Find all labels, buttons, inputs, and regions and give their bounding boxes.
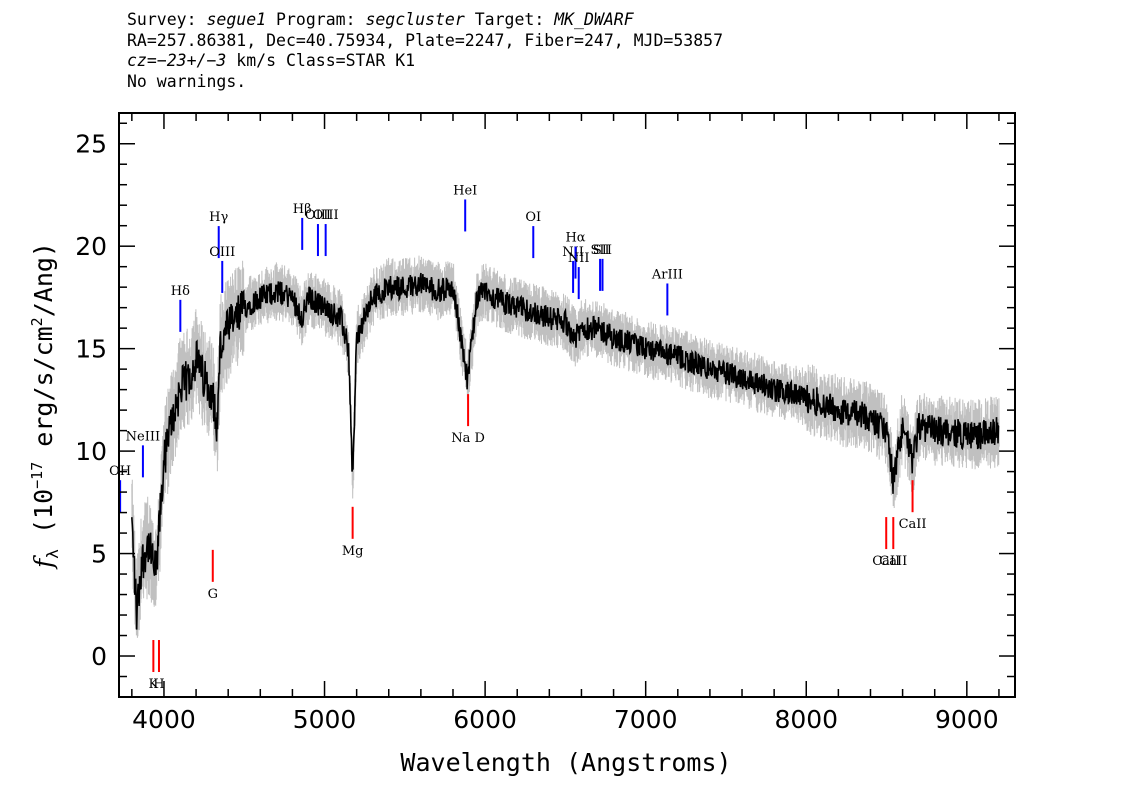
survey-label: Survey: (127, 10, 207, 29)
y-tick-label: 25 (75, 130, 107, 159)
y-axis-title: fλ (10−17 erg/s/cm2/Ang) (28, 242, 62, 570)
x-tick-label: 4000 (132, 705, 196, 734)
absorption-line-label: CaII (879, 554, 907, 569)
emission-line-label: HeI (453, 183, 477, 198)
x-tick-label: 8000 (774, 705, 838, 734)
absorption-line-label: G (208, 587, 218, 602)
absorption-line-label: CaII (899, 517, 927, 532)
axis-layer: 4000 5000 6000 7000 8000 9000 0 5 10 15 20 25 (75, 112, 1016, 734)
emission-line-label: OIII (305, 208, 331, 223)
y-tick-label: 0 (91, 642, 107, 671)
cz-rest: km/s Class=STAR K1 (226, 51, 416, 70)
emission-line-label: OIII (209, 245, 235, 260)
emission-line-label: NeIII (126, 429, 160, 444)
flux-spectrum-line (131, 272, 1000, 630)
emission-line-label: SII (593, 243, 612, 258)
emission-line-label: OIII (313, 208, 339, 223)
emission-line-label: Hγ (209, 210, 228, 225)
x-axis-title: Wavelength (Angstroms) (400, 748, 731, 777)
y-tick-label: 10 (75, 437, 107, 466)
y-tick-label: 15 (75, 335, 107, 364)
survey-value: segue1 (206, 10, 267, 29)
x-tick-label: 6000 (453, 705, 517, 734)
emission-line-label: NII (568, 251, 590, 266)
header-line-warnings: No warnings. (127, 71, 247, 91)
y-tick-label: 5 (91, 540, 107, 569)
spectrum-header: Survey: segue1 Program: segcluster Targe… (127, 10, 723, 92)
absorption-line-label: Na D (451, 431, 485, 446)
emission-line-label: NII (562, 245, 584, 260)
target-value: MK_DWARF (554, 10, 634, 29)
cz-value: −23+/−3 (156, 51, 227, 70)
cz-label: cz= (127, 51, 157, 70)
absorption-line-label: CaII (872, 554, 900, 569)
plot-frame (118, 112, 1016, 698)
emission-line-label: Hα (565, 231, 585, 246)
x-tick-label: 7000 (614, 705, 678, 734)
x-tick-label: 5000 (293, 705, 357, 734)
spectrum-traces (131, 255, 1000, 638)
absorption-line-label: K (149, 677, 159, 692)
absorption-line-label: H (153, 677, 164, 692)
header-line-survey: Survey: segue1 Program: segcluster Targe… (127, 10, 723, 31)
program-label: Program: (266, 10, 366, 29)
y-tick-label: 20 (75, 232, 107, 261)
target-label: Target: (464, 10, 555, 29)
emission-line-label: Hβ (293, 202, 312, 217)
header-line-coordinates: RA=257.86381, Dec=40.75934, Plate=2247, … (127, 30, 724, 50)
absorption-line-label: Mg (342, 544, 364, 559)
emission-line-label: ArIII (651, 267, 683, 282)
program-value: segcluster (365, 10, 465, 29)
emission-line-label: SII (590, 243, 609, 258)
plot-layer: OHNeIIIHδHγOIIIHβOIIIOIIIHeIOINIIHαNIISI… (109, 183, 1000, 692)
x-tick-label: 9000 (935, 705, 999, 734)
header-line-redshift: cz=−23+/−3 km/s Class=STAR K1 (127, 51, 723, 72)
emission-line-label: OI (525, 210, 541, 225)
emission-line-label: Hδ (171, 284, 190, 299)
